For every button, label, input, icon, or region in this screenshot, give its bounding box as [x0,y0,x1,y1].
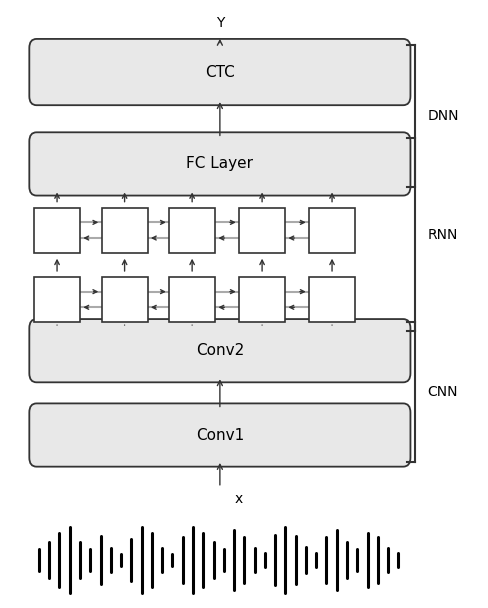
FancyBboxPatch shape [29,133,410,196]
Text: CTC: CTC [205,64,235,80]
Bar [309,207,355,253]
Bar [239,207,285,253]
Text: Conv2: Conv2 [196,343,244,358]
Bar [34,207,80,253]
Text: Y: Y [216,16,224,30]
Text: CNN: CNN [427,385,458,399]
Bar [309,277,355,322]
Text: FC Layer: FC Layer [186,156,253,171]
Bar [102,277,147,322]
Text: RNN: RNN [427,228,458,242]
Text: DNN: DNN [427,109,459,123]
FancyBboxPatch shape [29,403,410,467]
Bar [34,277,80,322]
Bar [169,277,215,322]
Bar [169,207,215,253]
FancyBboxPatch shape [29,319,410,382]
Text: Conv1: Conv1 [196,427,244,443]
Bar [102,207,147,253]
Bar [239,277,285,322]
Text: x: x [234,492,243,506]
FancyBboxPatch shape [29,39,410,105]
